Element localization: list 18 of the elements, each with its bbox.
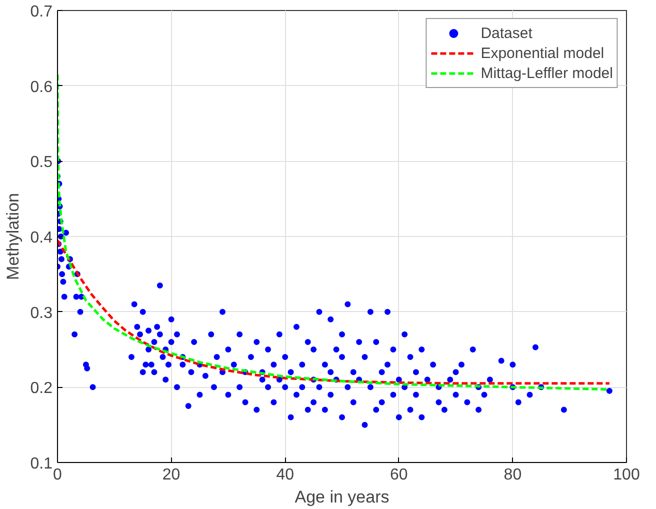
y-tick-label: 0.3 bbox=[30, 304, 53, 322]
x-tick-label: 60 bbox=[390, 466, 408, 484]
y-tick-label: 0.2 bbox=[30, 380, 53, 398]
x-tick-label: 20 bbox=[162, 466, 180, 484]
legend-label: Mittag-Leffler model bbox=[480, 64, 613, 82]
x-tick-label: 100 bbox=[613, 466, 640, 484]
legend-label: Exponential model bbox=[480, 44, 604, 62]
y-tick-label: 0.6 bbox=[30, 78, 53, 96]
x-tick-label: 40 bbox=[276, 466, 294, 484]
y-tick-label: 0.7 bbox=[30, 4, 53, 20]
y-tick-label: 0.5 bbox=[30, 154, 53, 172]
x-axis-title: Age in years bbox=[294, 488, 390, 506]
x-tick-label: 80 bbox=[504, 466, 522, 484]
x-tick-label: 0 bbox=[53, 466, 62, 484]
y-tick-label: 0.1 bbox=[30, 456, 53, 472]
legend-label: Dataset bbox=[480, 24, 532, 42]
y-tick-label: 0.4 bbox=[30, 230, 53, 246]
y-axis-title: Methylation bbox=[3, 193, 22, 280]
